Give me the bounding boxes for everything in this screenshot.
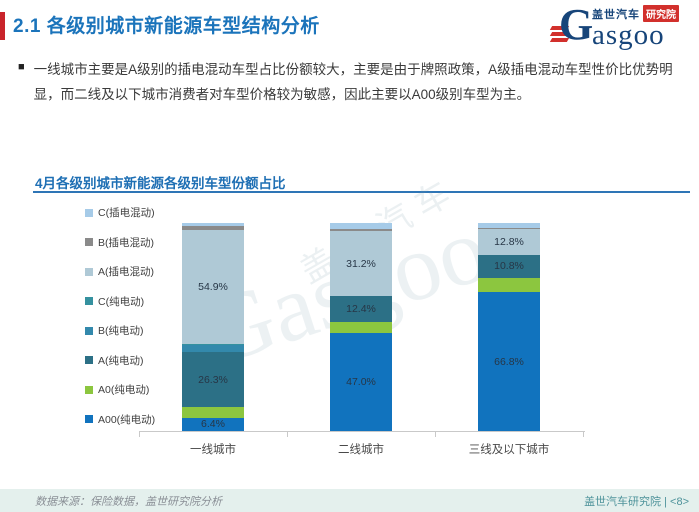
legend-item: A0(纯电动): [85, 382, 155, 397]
logo-badge: 研究院: [643, 5, 679, 22]
bar-segment: [478, 223, 540, 228]
bar-segment: 12.4%: [330, 296, 392, 323]
logo-brand-cn: 盖世汽车: [592, 8, 640, 21]
footer: 数据来源：保险数据，盖世研究院分析 盖世汽车研究院 | <8>: [0, 489, 699, 512]
chart-legend: C(插电混动) B(插电混动) A(插电混动) C(纯电动) B(纯电动) A(纯电动) A…: [85, 205, 155, 427]
bar-segment: 6.4%: [182, 417, 244, 431]
bar-segment: 26.3%: [182, 352, 244, 407]
footer-source: 数据来源：保险数据，盖世研究院分析: [35, 495, 222, 508]
bullet-square-icon: ■: [18, 61, 25, 73]
legend-label: B(纯电动): [98, 325, 144, 338]
body-paragraph: 一线城市主要是A级别的插电混动车型占比份额较大，主要是由于牌照政策，A级插电混动…: [33, 62, 673, 102]
legend-swatch-icon: [85, 267, 93, 276]
axis-tick: [435, 432, 436, 437]
logo-wordmark: asgoo: [592, 19, 665, 51]
gasgoo-logo: G 盖世汽车 研究院 asgoo: [549, 0, 693, 51]
axis-tick: [287, 432, 288, 437]
bar-value-label: 10.8%: [494, 260, 524, 273]
bar-value-label: 54.9%: [198, 280, 228, 293]
legend-swatch-icon: [85, 326, 93, 335]
bar-value-label: 47.0%: [346, 376, 376, 389]
legend-label: A0(纯电动): [98, 384, 150, 397]
bar-一线城市: 6.4% 26.3% 54.9%: [182, 223, 244, 431]
logo-g-mark: G: [549, 0, 594, 49]
bar-value-label: 12.8%: [494, 235, 524, 248]
bar-segment: [330, 229, 392, 232]
bar-segment: 10.8%: [478, 255, 540, 278]
bar-segment: [182, 406, 244, 418]
legend-swatch-icon: [85, 297, 93, 306]
legend-item: C(纯电动): [85, 294, 155, 309]
legend-swatch-icon: [85, 415, 93, 424]
bar-value-label: 26.3%: [198, 373, 228, 386]
legend-item: A(纯电动): [85, 353, 155, 368]
bar-value-label: 31.2%: [346, 257, 376, 270]
chart-title-underline: [33, 191, 690, 193]
bar-三线及以下城市: 66.8% 10.8% 12.8%: [478, 223, 540, 431]
legend-swatch-icon: [85, 356, 93, 365]
slide-title: 2.1 各级别城市新能源车型结构分析: [13, 16, 320, 37]
bar-segment: 66.8%: [478, 292, 540, 431]
legend-label: C(插电混动): [98, 207, 155, 219]
bar-segment: 31.2%: [330, 231, 392, 297]
bar-value-label: 6.4%: [201, 418, 225, 431]
bar-segment: [182, 345, 244, 353]
x-axis: [139, 431, 585, 437]
bullet-row: ■ 一线城市主要是A级别的插电混动车型占比份额较大，主要是由于牌照政策，A级插电…: [18, 58, 686, 108]
plot-area: 6.4% 26.3% 54.9% 47.0% 12.4% 31.2% 66.8% 10.8% 1…: [139, 223, 584, 431]
bar-segment: [478, 277, 540, 293]
legend-label: A(插电混动): [98, 266, 154, 279]
bar-segment: 47.0%: [330, 333, 392, 431]
bar-segment: [330, 322, 392, 334]
bar-segment: [478, 227, 540, 229]
category-label: 三线及以下城市: [468, 444, 550, 456]
legend-item: A00(纯电动): [85, 412, 155, 427]
footer-right: 盖世汽车研究院 | <8>: [584, 495, 689, 508]
legend-label: B(插电混动): [98, 236, 154, 249]
axis-tick: [583, 432, 584, 437]
legend-item: B(纯电动): [85, 323, 155, 338]
category-label: 一线城市: [190, 444, 236, 456]
legend-swatch-icon: [85, 238, 93, 247]
title-accent-bar: [0, 12, 5, 40]
category-label: 二线城市: [338, 444, 384, 456]
legend-swatch-icon: [85, 208, 93, 217]
axis-tick: [139, 432, 140, 437]
stacked-bar-chart: 盖世汽车 Gasgoo C(插电混动)B(插电混动)A(插电混动)C(纯电动)B…: [0, 170, 699, 467]
bar-segment: 12.8%: [478, 228, 540, 256]
bar-value-label: 66.8%: [494, 355, 524, 368]
chart-title: 4月各级别城市新能源各级别车型份额占比: [35, 176, 286, 191]
bar-segment: [182, 223, 244, 226]
legend-swatch-icon: [85, 385, 93, 394]
bar-value-label: 12.4%: [346, 303, 376, 316]
legend-item: A(插电混动): [85, 264, 155, 279]
bar-二线城市: 47.0% 12.4% 31.2%: [330, 223, 392, 431]
legend-item: C(插电混动): [85, 205, 155, 220]
bar-segment: 54.9%: [182, 229, 244, 344]
logo-g-letter: G: [559, 0, 594, 49]
legend-label: A00(纯电动): [98, 413, 156, 426]
legend-label: A(纯电动): [98, 354, 144, 367]
bar-segment: [182, 343, 244, 346]
legend-label: C(纯电动): [98, 295, 145, 308]
legend-item: B(插电混动): [85, 235, 155, 250]
bar-segment: [182, 225, 244, 230]
bar-segment: [330, 223, 392, 230]
